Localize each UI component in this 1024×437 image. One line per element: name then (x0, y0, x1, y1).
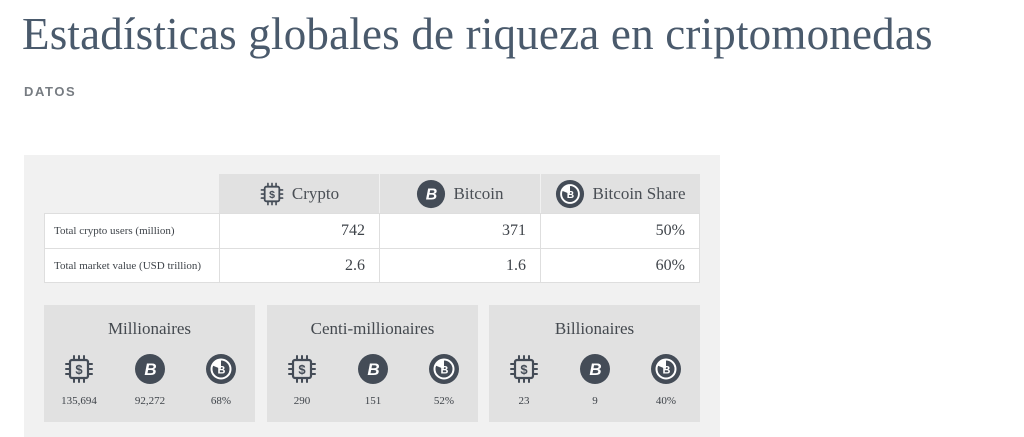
svg-text:B: B (441, 365, 449, 377)
svg-text:B: B (567, 190, 574, 201)
cell-bitcoin-share: 60% (540, 249, 700, 283)
cell-crypto: 2.6 (219, 249, 379, 283)
card-centi-millionaires: Centi-millionaires $ B B 290 151 52% (267, 305, 478, 422)
svg-text:$: $ (269, 189, 275, 201)
bitcoin-icon: B (134, 353, 166, 385)
svg-text:B: B (589, 360, 601, 379)
cell-bitcoin-share: 50% (540, 214, 700, 248)
bitcoin-share-icon: B (428, 353, 460, 385)
bitcoin-share-icon: B (650, 353, 682, 385)
card-value-bitcoin: 92,272 (134, 395, 166, 407)
table-row-crypto-users: Total crypto users (million) 742 371 50% (44, 213, 700, 248)
column-header-bitcoin: B Bitcoin (379, 174, 540, 213)
crypto-chip-icon: $ (259, 181, 285, 207)
card-value-crypto: 290 (293, 395, 311, 407)
column-label: Bitcoin Share (592, 183, 686, 203)
bitcoin-icon: B (416, 179, 446, 209)
svg-text:B: B (367, 360, 379, 379)
crypto-chip-icon: $ (508, 353, 540, 385)
column-header-crypto: $ Crypto (219, 174, 379, 213)
cell-crypto: 742 (219, 214, 379, 248)
svg-text:$: $ (298, 362, 306, 377)
bitcoin-icon: B (579, 353, 611, 385)
row-label: Total crypto users (million) (44, 214, 219, 248)
svg-text:$: $ (520, 362, 528, 377)
row-label: Total market value (USD trillion) (44, 249, 219, 283)
stats-table: $ Crypto B Bitcoin (44, 174, 700, 283)
svg-text:B: B (218, 365, 226, 377)
card-value-crypto: 135,694 (61, 395, 97, 407)
bitcoin-share-icon: B (205, 353, 237, 385)
crypto-chip-icon: $ (63, 353, 95, 385)
card-millionaires: Millionaires $ B B 135,694 92,272 68% (44, 305, 255, 422)
table-header: $ Crypto B Bitcoin (44, 174, 700, 213)
card-title: Billionaires (554, 319, 635, 338)
svg-text:B: B (426, 186, 438, 203)
bitcoin-share-icon: B (555, 179, 585, 209)
svg-text:B: B (663, 365, 671, 377)
cell-bitcoin: 371 (379, 214, 540, 248)
card-value-share: 52% (433, 395, 455, 407)
card-title: Centi-millionaires (310, 319, 435, 338)
crypto-chip-icon: $ (286, 353, 318, 385)
bitcoin-icon: B (357, 353, 389, 385)
card-billionaires: Billionaires $ B B 23 9 40% (489, 305, 700, 422)
card-value-bitcoin: 151 (364, 395, 382, 407)
table-row-market-value: Total market value (USD trillion) 2.6 1.… (44, 248, 700, 283)
column-header-bitcoin-share: B Bitcoin Share (540, 174, 700, 213)
svg-text:B: B (144, 360, 156, 379)
column-label: Bitcoin (453, 183, 504, 203)
stats-panel: $ Crypto B Bitcoin (24, 155, 720, 437)
column-label: Crypto (291, 183, 340, 203)
cell-bitcoin: 1.6 (379, 249, 540, 283)
page-title: Estadísticas globales de riqueza en crip… (22, 9, 933, 59)
section-label: DATOS (24, 84, 77, 99)
card-value-share: 40% (655, 395, 677, 407)
card-title: Millionaires (107, 319, 192, 338)
card-value-share: 68% (210, 395, 232, 407)
card-value-bitcoin: 9 (592, 395, 598, 407)
card-value-crypto: 23 (518, 395, 530, 407)
svg-text:$: $ (75, 362, 83, 377)
